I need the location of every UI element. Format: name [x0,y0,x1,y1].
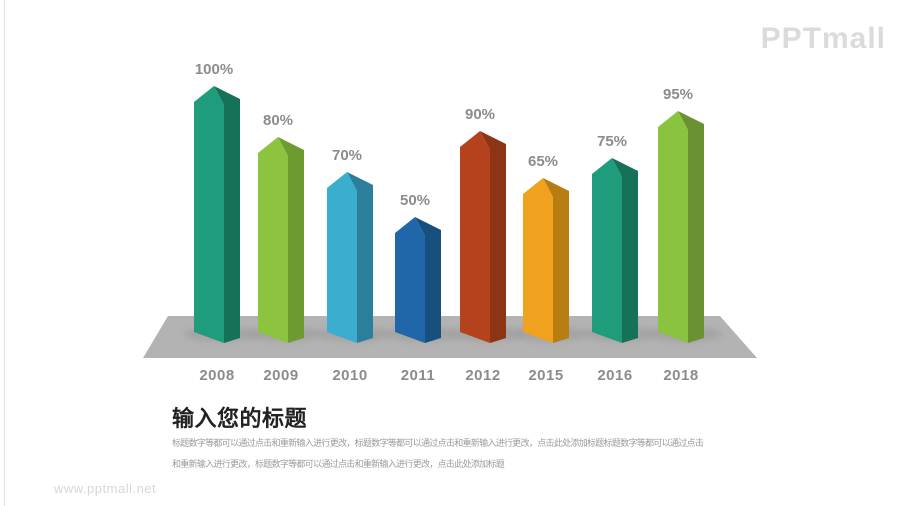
left-edge-line [4,0,5,506]
bar-value-label-2016: 75% [596,133,628,150]
bar-side-face-2011 [415,217,441,343]
slide-body-text: 标题数字等都可以通过点击和重新输入进行更改，标题数字等都可以通过点击和重新输入进… [172,438,704,469]
bar-value-label-2011: 50% [399,192,431,209]
bar-side-face-2018 [678,111,704,343]
watermark: www.pptmall.net [54,481,157,496]
bar-front-face-2016 [592,158,622,343]
bar-side-face-2012 [480,131,506,343]
pptmall-logo: PPTmall [760,22,886,55]
slide-title: 输入您的标题 [172,406,308,431]
bar-side-face-2015 [543,178,569,343]
bar-front-face-2010 [327,172,357,343]
bar-front-face-2011 [395,217,425,343]
axis-label-2009: 2009 [263,367,299,384]
bar-front-face-2015 [523,178,553,343]
bar-side-face-2016 [612,158,638,343]
bar-side-face-2009 [278,137,304,343]
bar-value-label-2010: 70% [331,147,363,164]
bar-front-face-2018 [658,111,688,343]
bar-side-face-2010 [347,172,373,343]
axis-label-2010: 2010 [332,367,368,384]
bar-value-label-2015: 65% [527,153,559,170]
axis-label-2016: 2016 [597,367,633,384]
bar-value-label-2008: 100% [194,61,234,78]
axis-label-2018: 2018 [663,367,699,384]
bar-value-label-2012: 90% [464,106,496,123]
axis-label-2015: 2015 [528,367,564,384]
axis-label-2012: 2012 [465,367,501,384]
bar-value-label-2018: 95% [662,86,694,103]
axis-label-2008: 2008 [199,367,235,384]
bar-value-label-2009: 80% [262,112,294,129]
bar-front-face-2012 [460,131,490,343]
bar-front-face-2008 [194,86,224,343]
bar-side-face-2008 [214,86,240,343]
axis-label-2011: 2011 [400,367,436,384]
bar-front-face-2009 [258,137,288,343]
